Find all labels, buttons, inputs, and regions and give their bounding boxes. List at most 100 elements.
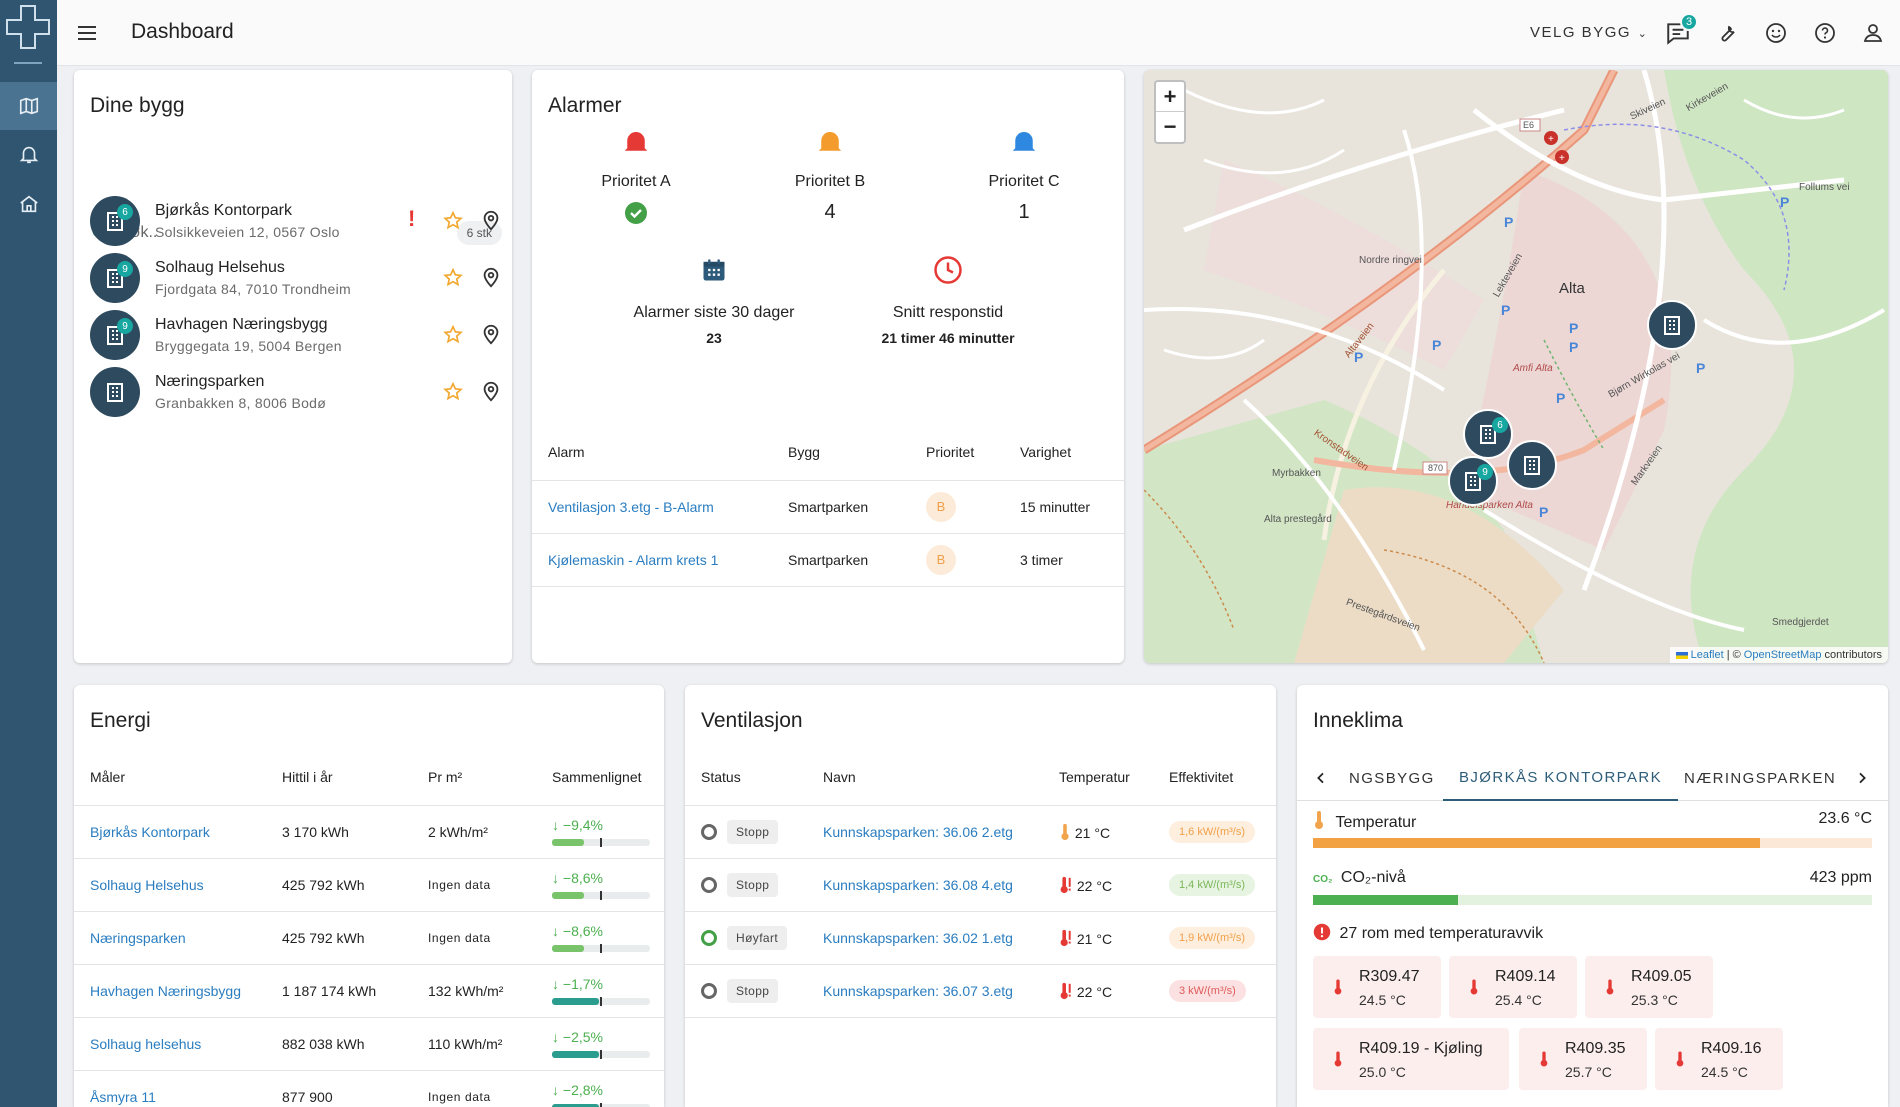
priority-c[interactable]: Prioritet C 1 xyxy=(944,126,1104,224)
unit-link[interactable]: Kunnskapsparken: 36.08 4.etg xyxy=(823,876,1013,893)
status-radio[interactable] xyxy=(701,876,717,893)
location-pin-icon[interactable] xyxy=(480,265,502,289)
thermometer-warning-icon xyxy=(1060,929,1071,946)
help-button[interactable] xyxy=(1809,17,1841,49)
star-icon[interactable] xyxy=(442,267,464,289)
comparison: ↓ −9,4% xyxy=(552,817,664,847)
comparison-bar xyxy=(552,997,650,1006)
chevron-left-icon[interactable] xyxy=(1313,770,1329,786)
table-row[interactable]: Stopp Kunnskapsparken: 36.07 3.etg 22 °C 3… xyxy=(685,964,1276,1018)
table-row[interactable]: Bjørkås Kontorpark 3 170 kWh 2 kWh/m² ↓ −9,… xyxy=(74,805,664,859)
osm-link[interactable]: OpenStreetMap xyxy=(1743,649,1822,661)
room-card[interactable]: R409.14 25.4 °C xyxy=(1449,956,1577,1018)
tab-naeringsparken[interactable]: NÆRINGSPARKEN xyxy=(1684,769,1837,787)
alarms-card: Alarmer Prioritet A Prioritet B 4 Priori… xyxy=(532,70,1124,663)
status-radio[interactable] xyxy=(701,823,717,840)
building-item[interactable]: 9 Solhaug Helsehus Fjordgata 84, 7010 Tr… xyxy=(90,253,510,305)
leaflet-link[interactable]: Leaflet xyxy=(1690,649,1724,661)
thermometer-icon xyxy=(1334,1051,1342,1067)
arrow-down-icon: ↓ xyxy=(552,1029,559,1045)
star-icon[interactable] xyxy=(442,381,464,403)
priority-a[interactable]: Prioritet A xyxy=(556,126,716,230)
zoom-out-button[interactable]: − xyxy=(1163,114,1177,139)
messages-button[interactable]: 3 xyxy=(1662,13,1698,49)
building-item[interactable]: 6 Bjørkås Kontorpark Solsikkeveien 12, 0… xyxy=(90,196,510,248)
building-item[interactable]: 9 Havhagen Næringsbygg Bryggegata 19, 50… xyxy=(90,310,510,362)
star-icon[interactable] xyxy=(442,324,464,346)
arrow-down-icon: ↓ xyxy=(552,870,559,886)
temperature-bar-fill xyxy=(1313,838,1761,848)
tools-button[interactable] xyxy=(1711,17,1743,49)
building-icon xyxy=(107,212,123,231)
chevron-down-icon: ⌄ xyxy=(1633,28,1649,40)
zoom-in-button[interactable]: + xyxy=(1156,82,1184,112)
profile-button[interactable] xyxy=(1857,17,1889,49)
meter-link[interactable]: Solhaug helsehus xyxy=(90,1035,202,1052)
room-card[interactable]: R409.35 25.7 °C xyxy=(1519,1028,1647,1090)
comparison-bar-marker xyxy=(600,944,602,953)
status-radio[interactable] xyxy=(701,982,717,999)
table-row[interactable]: Stopp Kunnskapsparken: 36.06 2.etg 21 °C 1… xyxy=(685,805,1276,859)
room-card[interactable]: R309.47 24.5 °C xyxy=(1313,956,1441,1018)
feedback-button[interactable] xyxy=(1760,17,1792,49)
table-row[interactable]: Havhagen Næringsbygg 1 187 174 kWh 132 kWh… xyxy=(74,964,664,1018)
table-row[interactable]: Ventilasjon 3.etg - B-Alarm Smartparken … xyxy=(532,480,1124,534)
status-pill: Stopp xyxy=(727,872,779,897)
unit-link[interactable]: Kunnskapsparken: 36.07 3.etg xyxy=(823,982,1013,999)
location-pin-icon[interactable] xyxy=(480,322,502,346)
comparison-bar-marker xyxy=(600,1103,602,1107)
priority-b[interactable]: Prioritet B 4 xyxy=(750,126,910,224)
thermometer-icon xyxy=(1334,979,1342,995)
alarms-last-30: Alarmer siste 30 dager 23 xyxy=(584,255,844,346)
location-pin-icon[interactable] xyxy=(480,379,502,403)
meter-link[interactable]: Solhaug Helsehus xyxy=(90,876,204,893)
select-building-dropdown[interactable]: VELG BYGG ⌄ xyxy=(1530,24,1648,41)
nav-alarms[interactable] xyxy=(0,130,57,178)
unit-link[interactable]: Kunnskapsparken: 36.02 1.etg xyxy=(823,929,1013,946)
table-row[interactable]: Solhaug helsehus 882 038 kWh 110 kWh/m² ↓ −… xyxy=(74,1017,664,1071)
meter-link[interactable]: Åsmyra 11 xyxy=(90,1088,156,1105)
room-name: R409.16 xyxy=(1701,1040,1762,1057)
ventilation-card: Ventilasjon Status Navn Temperatur Effek… xyxy=(685,685,1276,1107)
comparison-bar-fill xyxy=(552,839,585,846)
meter-link[interactable]: Havhagen Næringsbygg xyxy=(90,982,241,999)
temperature-cell: 22 °C xyxy=(1043,858,1153,912)
alarm-link[interactable]: Ventilasjon 3.etg - B-Alarm xyxy=(548,498,714,515)
room-card[interactable]: R409.05 25.3 °C xyxy=(1585,956,1713,1018)
table-row[interactable]: Høyfart Kunnskapsparken: 36.02 1.etg 21 °… xyxy=(685,911,1276,965)
nav-home[interactable] xyxy=(0,180,57,228)
map-marker[interactable] xyxy=(1507,440,1557,490)
map-marker[interactable] xyxy=(1647,300,1697,350)
map-marker[interactable]: 9 xyxy=(1448,456,1498,506)
location-pin-icon[interactable] xyxy=(480,208,502,232)
table-row[interactable]: Åsmyra 11 877 900 Ingen data ↓ −2,8% xyxy=(74,1070,664,1107)
status-radio[interactable] xyxy=(701,929,717,946)
building-icon xyxy=(107,326,123,345)
nav-map[interactable] xyxy=(0,82,57,130)
room-card[interactable]: R409.19 - Kjøling 25.0 °C xyxy=(1313,1028,1509,1090)
chevron-right-icon[interactable] xyxy=(1854,770,1870,786)
table-row[interactable]: Næringsparken 425 792 kWh Ingen data ↓ −8,6… xyxy=(74,911,664,965)
unit-link[interactable]: Kunnskapsparken: 36.06 2.etg xyxy=(823,823,1013,840)
priority-a-label: Prioritet A xyxy=(601,173,671,190)
table-row[interactable]: Kjølemaskin - Alarm krets 1 Smartparken … xyxy=(532,533,1124,587)
comparison-bar-fill xyxy=(552,945,585,952)
star-icon[interactable] xyxy=(442,210,464,232)
room-card[interactable]: R409.16 24.5 °C xyxy=(1655,1028,1783,1090)
menu-icon[interactable] xyxy=(75,21,99,45)
table-row[interactable]: Solhaug Helsehus 425 792 kWh Ingen data ↓ −… xyxy=(74,858,664,912)
ytd-value: 425 792 kWh xyxy=(266,911,412,965)
meter-link[interactable]: Bjørkås Kontorpark xyxy=(90,823,210,840)
alarm-link[interactable]: Kjølemaskin - Alarm krets 1 xyxy=(548,551,719,568)
tab-bjorkas-kontorpark[interactable]: BJØRKÅS KONTORPARK xyxy=(1443,755,1679,801)
meter-link[interactable]: Næringsparken xyxy=(90,929,186,946)
temperature-bar xyxy=(1313,838,1872,848)
priority-badge: B xyxy=(926,544,956,575)
table-row[interactable]: Stopp Kunnskapsparken: 36.08 4.etg 22 °C 1… xyxy=(685,858,1276,912)
col-header-status: Status xyxy=(685,749,807,806)
building-item[interactable]: Næringsparken Granbakken 8, 8006 Bodø xyxy=(90,367,510,419)
tab-building[interactable]: NGSBYGG xyxy=(1349,769,1435,787)
map-marker[interactable]: 6 xyxy=(1463,409,1513,459)
